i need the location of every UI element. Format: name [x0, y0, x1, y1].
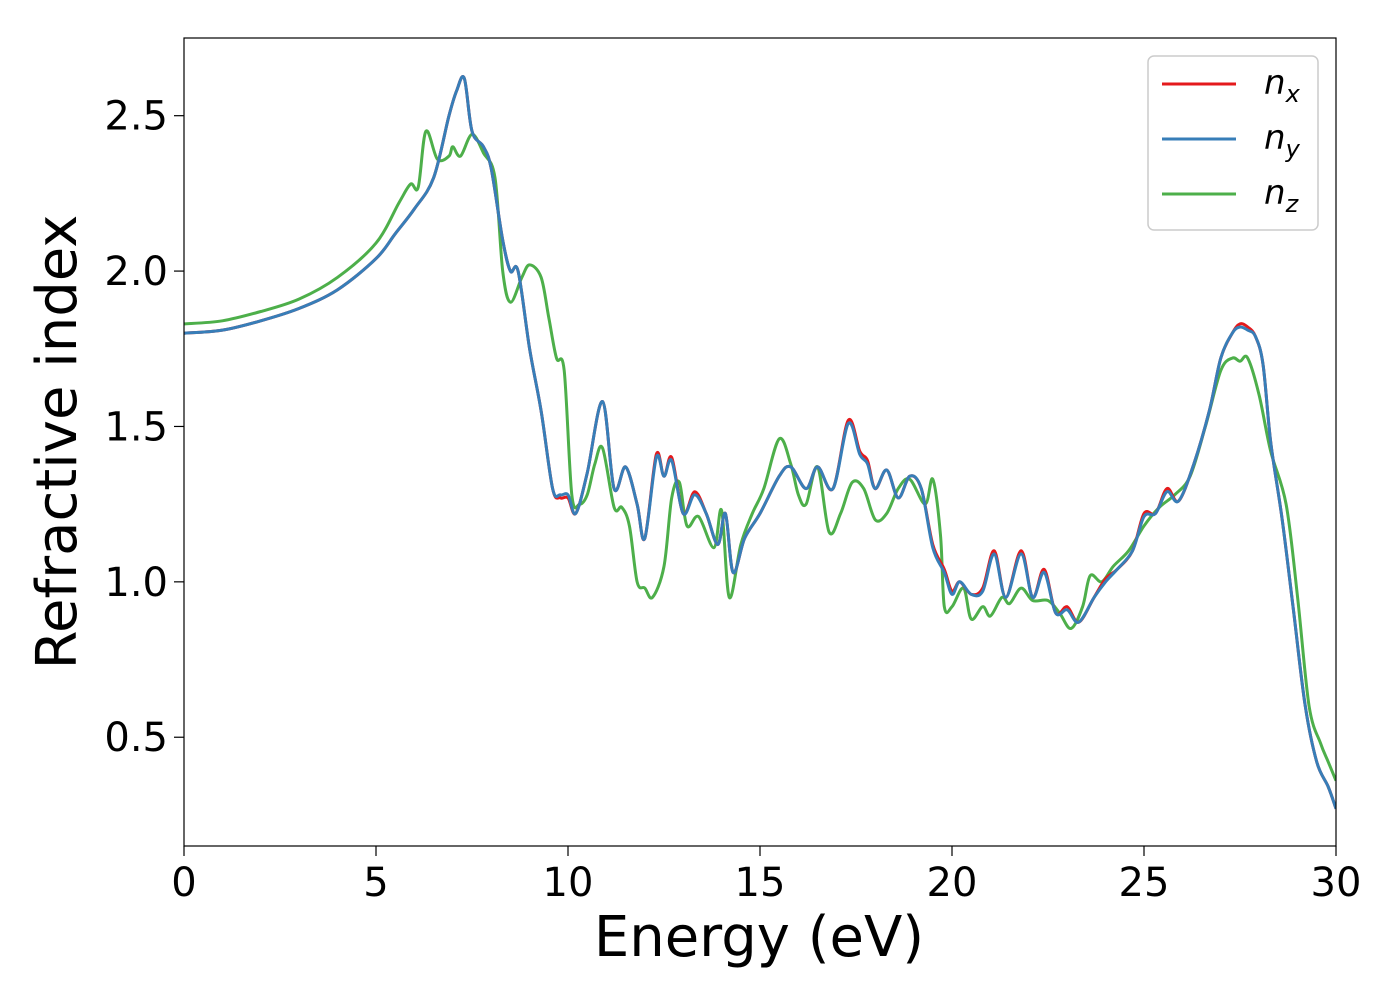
x-tick-label: 30 — [1311, 860, 1362, 906]
y-tick-label: 0.5 — [104, 715, 168, 761]
x-tick-label: 25 — [1119, 860, 1170, 906]
series-line-y — [184, 75, 1336, 810]
series-layer — [184, 75, 1336, 810]
y-tick-label: 1.0 — [104, 560, 168, 606]
x-tick-label: 10 — [543, 860, 594, 906]
x-tick-label: 15 — [735, 860, 786, 906]
x-axis: 0 5 10 15 20 25 30 — [171, 846, 1361, 906]
y-tick-label: 1.5 — [104, 404, 168, 450]
legend-label-x: nx — [1264, 63, 1301, 108]
x-axis-title: Energy (eV) — [594, 905, 924, 970]
x-tick-label: 20 — [927, 860, 978, 906]
x-tick-label: 5 — [363, 860, 388, 906]
legend-box — [1147, 55, 1319, 231]
y-axis-title: Refractive index — [25, 215, 90, 670]
y-tick-label: 2.5 — [104, 94, 168, 140]
y-tick-label: 2.0 — [104, 249, 168, 295]
legend-label-y: ny — [1264, 118, 1301, 163]
y-axis: 0.5 1.0 1.5 2.0 2.5 — [104, 94, 184, 761]
x-tick-label: 0 — [171, 860, 196, 906]
